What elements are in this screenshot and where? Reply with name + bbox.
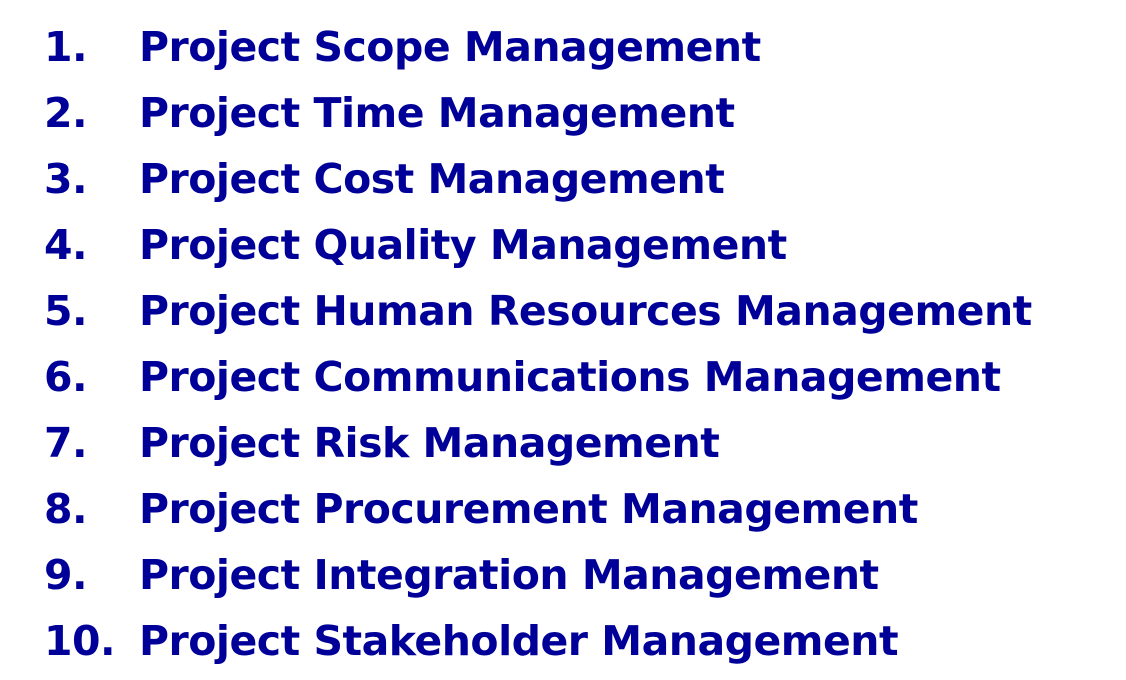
list-item-number: 10. (44, 617, 116, 665)
list-item-label: Project Cost Management (139, 155, 725, 203)
list-item-label: Project Communications Management (139, 353, 1001, 401)
knowledge-areas-list: 1. Project Scope Management 2. Project T… (44, 14, 1032, 674)
list-item: 6. Project Communications Management (44, 344, 1032, 410)
list-item: 7. Project Risk Management (44, 410, 1032, 476)
list-item: 3. Project Cost Management (44, 146, 1032, 212)
list-item: 8. Project Procurement Management (44, 476, 1032, 542)
list-item: 2. Project Time Management (44, 80, 1032, 146)
list-item-label: Project Time Management (139, 89, 735, 137)
list-item-number: 6. (44, 353, 88, 401)
list-item-number: 2. (44, 89, 88, 137)
list-item: 1. Project Scope Management (44, 14, 1032, 80)
list-item-label: Project Scope Management (139, 23, 761, 71)
list-item: 9. Project Integration Management (44, 542, 1032, 608)
list-item-label: Project Integration Management (139, 551, 879, 599)
list-item-number: 7. (44, 419, 88, 467)
list-item-label: Project Risk Management (139, 419, 720, 467)
list-item-number: 9. (44, 551, 88, 599)
list-item-number: 8. (44, 485, 88, 533)
list-item-number: 5. (44, 287, 88, 335)
list-item-number: 1. (44, 23, 88, 71)
list-item: 10. Project Stakeholder Management (44, 608, 1032, 674)
list-item-label: Project Quality Management (139, 221, 787, 269)
list-item: 4. Project Quality Management (44, 212, 1032, 278)
list-item-label: Project Stakeholder Management (139, 617, 899, 665)
list-item-label: Project Human Resources Management (139, 287, 1032, 335)
list-item: 5. Project Human Resources Management (44, 278, 1032, 344)
list-item-number: 4. (44, 221, 88, 269)
list-item-number: 3. (44, 155, 88, 203)
list-item-label: Project Procurement Management (139, 485, 918, 533)
